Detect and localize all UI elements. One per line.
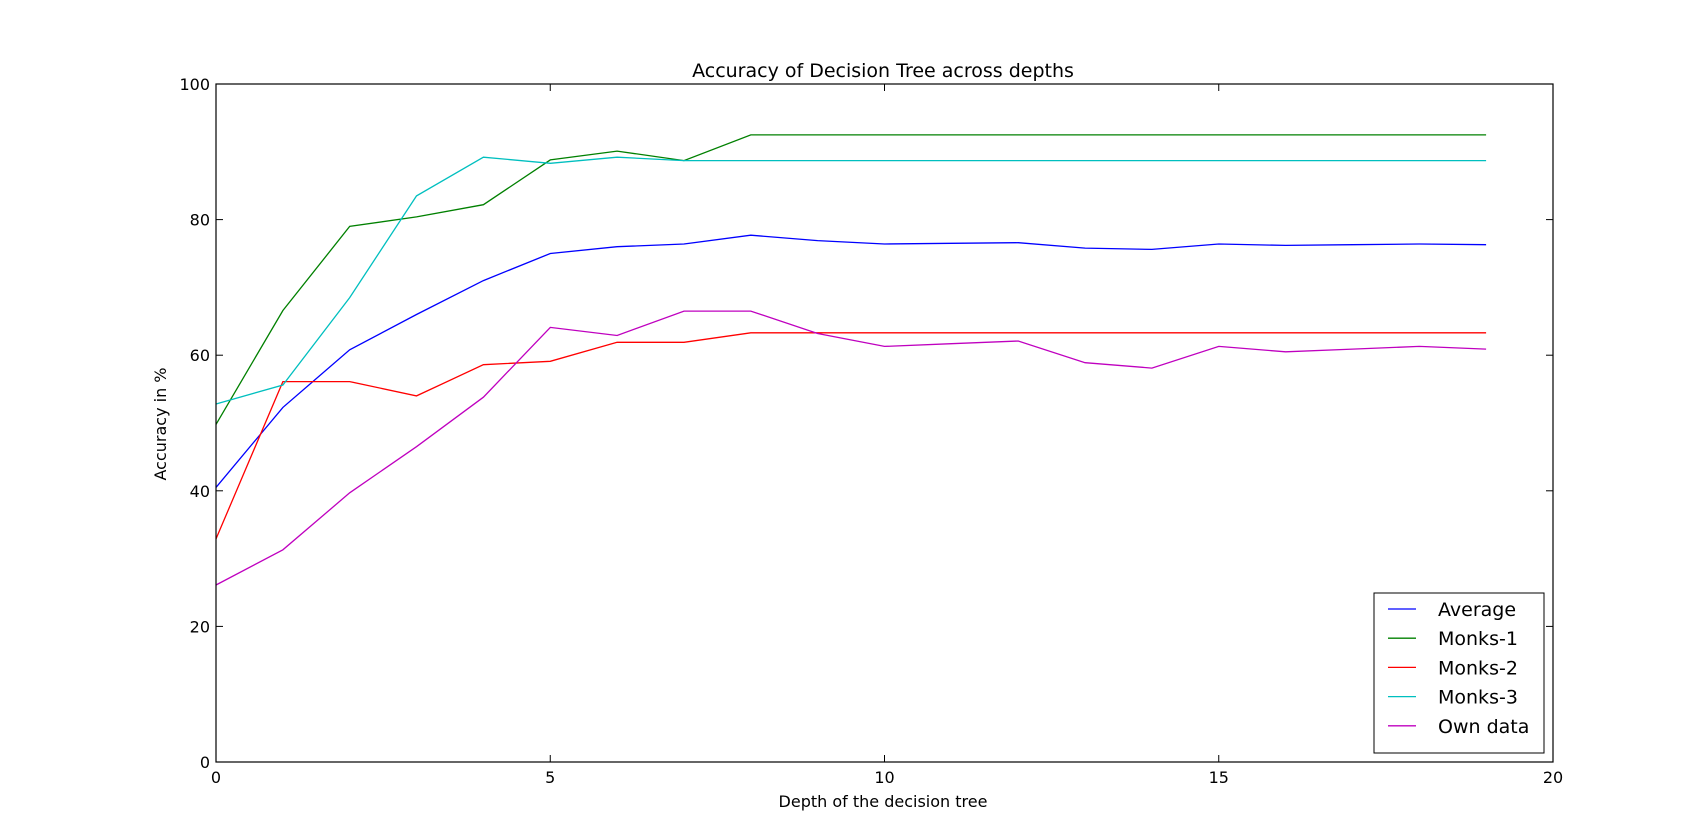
y-tick-label-2: 40 — [190, 482, 210, 501]
x-axis-title: Depth of the decision tree — [779, 792, 988, 811]
legend-label-4: Own data — [1438, 716, 1529, 738]
x-tick-label-2: 10 — [874, 768, 894, 787]
y-tick-label-5: 100 — [179, 75, 210, 94]
y-tick-label-0: 0 — [200, 753, 210, 772]
series-line-1 — [215, 134, 1487, 425]
legend-label-3: Monks-3 — [1438, 687, 1518, 709]
legend-label-1: Monks-1 — [1438, 628, 1518, 650]
legend-label-0: Average — [1438, 599, 1516, 621]
series-line-4 — [215, 310, 1487, 586]
x-tick-label-1: 5 — [545, 768, 555, 787]
series-line-0 — [215, 234, 1487, 488]
series-layer — [215, 134, 1487, 586]
chart-title: Accuracy of Decision Tree across depths — [692, 60, 1074, 82]
plot-frame — [215, 83, 1554, 763]
x-tick-label-4: 20 — [1543, 768, 1563, 787]
series-line-3 — [215, 156, 1487, 405]
y-tick-label-4: 80 — [190, 211, 210, 230]
y-tick-label-1: 20 — [190, 617, 210, 636]
y-tick-label-3: 60 — [190, 346, 210, 365]
series-line-2 — [215, 332, 1487, 540]
y-axis-title: Accuracy in % — [151, 367, 170, 480]
legend: Average Monks-1 Monks-2 Monks-3 Own data — [1373, 592, 1545, 754]
x-tick-label-3: 15 — [1209, 768, 1229, 787]
x-tick-label-0: 0 — [211, 768, 221, 787]
ticks-layer: 0 5 10 15 20 0 20 40 60 80 100 — [179, 75, 1563, 787]
legend-label-2: Monks-2 — [1438, 657, 1518, 679]
